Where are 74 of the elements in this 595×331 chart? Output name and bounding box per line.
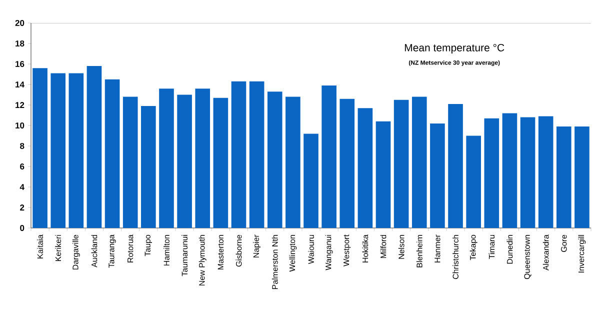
y-tick-label: 6 — [20, 163, 24, 170]
x-tick-label: Wanganui — [325, 235, 333, 270]
bar — [574, 126, 590, 228]
y-tick-label: 0 — [20, 224, 24, 231]
x-tick-label: Taupo — [144, 234, 152, 256]
x-tick-label: Westport — [344, 234, 351, 266]
x-tick-label: Masterton — [218, 235, 224, 270]
bar — [86, 66, 102, 228]
bar — [484, 118, 500, 228]
bar — [104, 79, 120, 228]
bar — [394, 100, 409, 228]
bar — [466, 136, 481, 228]
x-tick-label: Christchurch — [452, 235, 458, 280]
x-tick-label: Wellington — [289, 235, 297, 272]
x-tick-label: Timaru — [488, 235, 495, 259]
y-tick-label: 8 — [20, 142, 24, 149]
x-tick-label: Tekapo — [470, 234, 478, 260]
text: Mean temperature °C — [404, 44, 504, 54]
bar — [159, 88, 174, 228]
bar — [122, 96, 138, 228]
bar — [231, 81, 246, 228]
x-tick-label: Palmerston Nth — [272, 235, 278, 289]
x-tick-label: Gore — [561, 234, 567, 252]
bar — [304, 134, 318, 228]
bar — [556, 126, 572, 228]
y-tick-label: 10 — [16, 122, 24, 128]
y-tick-label: 16 — [16, 60, 24, 67]
x-tick-label: Tauranga — [108, 234, 116, 268]
x-tick-label: Kerikeri — [55, 235, 62, 261]
bar — [177, 94, 192, 228]
x-tick-label: Milford — [380, 235, 386, 258]
bar — [412, 96, 427, 228]
bar — [358, 108, 373, 228]
bar — [520, 117, 536, 228]
x-tick-label: Hokitika — [362, 234, 368, 262]
x-tick-label: Napier — [253, 234, 261, 258]
x-tick-label: Taumarunui — [182, 235, 188, 276]
bar — [213, 98, 228, 228]
x-tick-label: Auckland — [91, 235, 98, 268]
bar — [249, 81, 264, 228]
bar — [267, 92, 282, 228]
x-tick-label: Dunedin — [506, 235, 513, 264]
bar — [340, 98, 355, 228]
x-tick-label: Rotorua — [128, 234, 134, 262]
x-tick-label: Hamilton — [164, 235, 170, 266]
x-tick-label: Hanmer — [434, 234, 440, 262]
bar — [376, 121, 391, 228]
bar — [430, 123, 445, 228]
x-tick-label: New Plymouth — [198, 235, 206, 286]
x-tick-label: Dargaville — [72, 234, 80, 270]
x-tick-label: Waiouru — [308, 235, 314, 264]
x-tick-label: Alexandra — [542, 234, 549, 271]
bar — [68, 73, 84, 228]
bar — [322, 86, 336, 228]
bar — [32, 68, 48, 228]
x-tick-label: Kaitaia — [37, 234, 43, 258]
bar — [195, 88, 210, 228]
bar — [141, 106, 156, 228]
y-tick-label: 2 — [20, 204, 24, 210]
x-tick-label: Queenstown — [524, 235, 532, 280]
bar — [50, 73, 66, 228]
x-tick-label: Blenheim — [416, 235, 422, 268]
y-tick-label: 14 — [16, 82, 24, 88]
y-tick-label: 20 — [15, 20, 24, 26]
x-tick-label: Invercargill — [578, 235, 586, 272]
bar — [286, 96, 300, 228]
bar — [448, 104, 463, 228]
y-tick-label: 18 — [16, 40, 24, 46]
y-tick-label: 4 — [20, 184, 24, 190]
x-tick-label: Gisborne — [236, 234, 242, 267]
bar — [538, 116, 554, 228]
x-tick-label: Nelson — [398, 235, 404, 259]
y-tick-label: 12 — [16, 102, 24, 108]
bar — [502, 113, 518, 228]
